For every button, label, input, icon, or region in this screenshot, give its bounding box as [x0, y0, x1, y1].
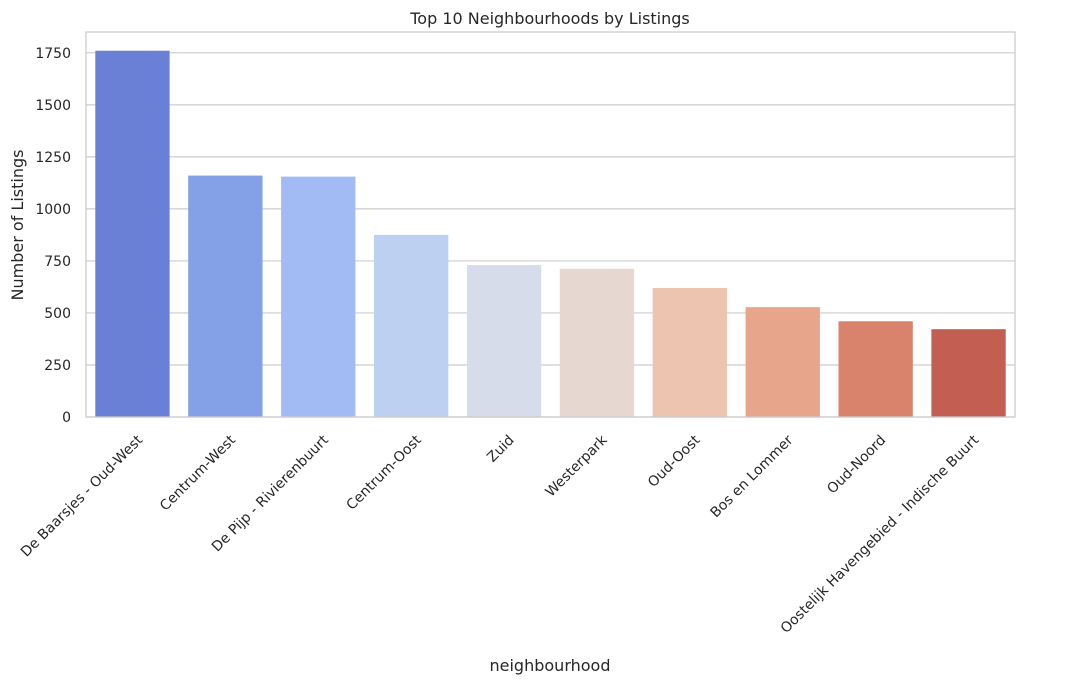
- x-tick-label: Westerpark: [543, 432, 612, 501]
- x-tick-label: Zuid: [484, 432, 517, 465]
- bar: [838, 321, 913, 417]
- bar: [745, 307, 820, 417]
- y-tick-label: 1250: [35, 150, 71, 166]
- x-tick-label: Oud-Noord: [824, 432, 889, 497]
- x-tick-label: De Baarsjes - Oud-West: [18, 432, 146, 560]
- x-axis-label: neighbourhood: [490, 656, 611, 675]
- y-tick-label: 750: [44, 254, 71, 270]
- y-tick-label: 1000: [35, 202, 71, 218]
- bar: [652, 287, 728, 417]
- x-tick-label: Centrum-Oost: [344, 432, 426, 514]
- chart-title: Top 10 Neighbourhoods by Listings: [409, 9, 690, 28]
- bar: [95, 50, 170, 417]
- bar: [559, 268, 635, 417]
- y-tick-label: 1500: [35, 98, 71, 114]
- x-tick-label: Centrum-West: [157, 432, 239, 514]
- y-tick-label: 500: [44, 306, 71, 322]
- bar: [373, 234, 449, 417]
- x-tick-label: Oostelijk Havengebied - Indische Buurt: [778, 432, 983, 637]
- y-tick-label: 250: [44, 358, 71, 374]
- bars: [95, 50, 1006, 417]
- plot-frame: [85, 31, 1016, 418]
- bar: [188, 175, 263, 417]
- x-tick-label: Bos en Lommer: [708, 432, 797, 521]
- bar: [466, 265, 542, 417]
- bar: [931, 329, 1006, 417]
- x-tick-label: Oud-Oost: [645, 432, 704, 491]
- bar: [281, 176, 356, 417]
- y-tick-label: 0: [62, 410, 71, 426]
- y-axis-label: Number of Listings: [8, 150, 27, 301]
- y-tick-labels: 0 250 500 750 1000 1250 1500 1750: [35, 46, 71, 426]
- y-tick-label: 1750: [35, 46, 71, 62]
